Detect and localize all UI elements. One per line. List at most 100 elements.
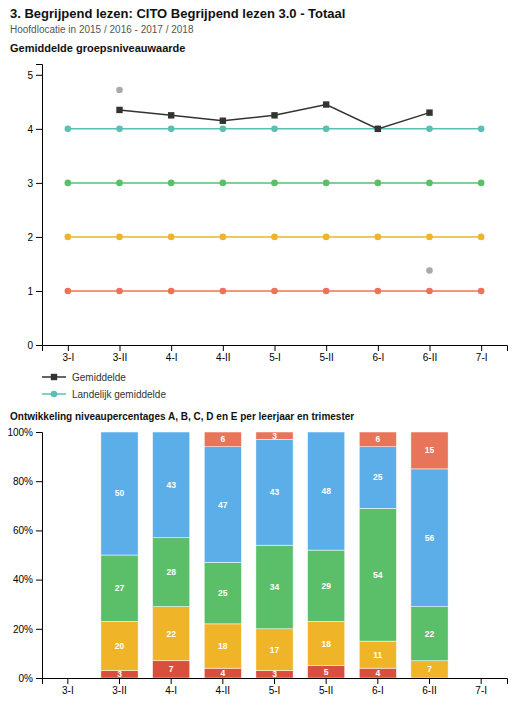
bar-segment (49, 678, 86, 679)
legend-marker (51, 391, 58, 398)
point (271, 180, 278, 187)
y-tick: 60% (13, 525, 42, 536)
point (220, 126, 227, 133)
point (478, 126, 485, 133)
y-axis-line (36, 65, 43, 346)
point (116, 107, 122, 113)
y-axis-line (36, 433, 43, 679)
data-label: 25 (218, 588, 228, 598)
x-tick-label: 5-II (319, 352, 333, 363)
y-tick-mark (36, 129, 42, 130)
x-tick-mark (326, 345, 327, 351)
y-axis: 012345 (27, 65, 42, 351)
x-tick: 3-I (62, 345, 74, 363)
y-tick-label: 3 (27, 178, 33, 189)
bar-segment (204, 447, 241, 563)
data-label: 6 (220, 434, 225, 444)
x-tick-label: 3-I (62, 685, 74, 696)
x-tick-label: 6-II (422, 685, 436, 696)
bar-segment (153, 432, 190, 433)
legend-entry: Landelijk gemiddelde (42, 389, 166, 400)
x-tick-label: 7-I (475, 685, 487, 696)
point (478, 180, 485, 187)
bar-segment (359, 641, 396, 668)
data-label: 47 (218, 500, 228, 510)
point (375, 126, 382, 133)
y-tick-mark (36, 345, 42, 346)
bar-segment (101, 432, 138, 555)
x-tick-mark (429, 678, 430, 684)
data-label: 18 (218, 641, 228, 651)
bar-segment (411, 432, 448, 469)
chart-title: Gemiddelde groepsniveauwaarde (10, 42, 185, 54)
data-label: 3 (272, 669, 277, 679)
data-label: 4 (375, 668, 380, 678)
point (65, 234, 72, 241)
bar-segment (101, 555, 138, 621)
point (323, 234, 330, 241)
x-tick-label: 5-I (269, 352, 281, 363)
data-label: 17 (270, 645, 280, 655)
x-tick-label: 5-I (269, 685, 281, 696)
x-tick-mark (430, 345, 431, 351)
data-labels: 3743542022181718117272825342954225043474… (115, 431, 435, 680)
point (220, 234, 227, 241)
x-tick-label: 7-I (476, 352, 488, 363)
legend-label: Gemiddelde (72, 372, 126, 383)
bar-segment (359, 508, 396, 641)
y-tick-mark (36, 432, 42, 433)
y-tick: 5 (27, 70, 42, 81)
bar-segment (204, 432, 241, 447)
data-label: 43 (166, 480, 176, 490)
x-tick: 7-I (476, 345, 488, 363)
y-tick-mark (36, 237, 42, 238)
y-tick-mark (36, 580, 42, 581)
data-label: 48 (321, 486, 331, 496)
chart-title: Ontwikkeling niveaupercentages A, B, C, … (10, 411, 354, 422)
x-axis: 3-I3-II4-I4-II5-I5-II6-I6-II7-I (43, 345, 508, 363)
x-tick-label: 3-II (112, 685, 126, 696)
x-tick: 7-I (475, 678, 487, 696)
bar-segment (49, 678, 86, 679)
point (116, 87, 123, 94)
data-label: 54 (373, 570, 383, 580)
x-tick: 5-II (319, 345, 333, 363)
x-tick-label: 6-I (372, 685, 384, 696)
point (426, 126, 433, 133)
data-label: 34 (270, 582, 280, 592)
y-tick-label: 20% (13, 624, 33, 635)
x-tick: 3-II (112, 678, 126, 696)
point (375, 234, 382, 241)
subtitle: Hoofdlocatie in 2015 / 2016 - 2017 / 201… (10, 24, 194, 35)
point (271, 234, 278, 241)
y-tick-label: 80% (13, 476, 33, 487)
bar-segment (463, 678, 500, 679)
y-tick: 4 (27, 124, 42, 135)
bar-segment (308, 550, 345, 621)
bar-segment (463, 678, 500, 679)
bar-segment (49, 678, 86, 679)
bar-segment (256, 439, 293, 545)
y-tick-mark (36, 481, 42, 482)
bar-segment (359, 432, 396, 447)
point (65, 180, 72, 187)
x-axis: 3-I3-II4-I4-II5-I5-II6-I6-II7-I (43, 678, 508, 696)
y-tick: 100% (7, 427, 42, 438)
x-tick-mark (275, 345, 276, 351)
y-tick-label: 0% (19, 673, 34, 684)
data-label: 43 (270, 487, 280, 497)
bar-segment (101, 621, 138, 670)
data-label: 22 (166, 629, 176, 639)
point (116, 234, 123, 241)
y-tick-mark (36, 183, 42, 184)
line-chart: Gemiddelde groepsniveauwaarde0123453-I3-… (10, 42, 508, 400)
plot-area (101, 432, 448, 678)
x-tick: 4-I (165, 678, 177, 696)
y-tick-label: 4 (27, 124, 33, 135)
x-tick-label: 4-II (216, 685, 230, 696)
x-tick: 5-I (269, 345, 281, 363)
bar-segment (153, 538, 190, 607)
bar-segment (204, 668, 241, 678)
x-tick-label: 3-I (62, 352, 74, 363)
data-label: 56 (425, 533, 435, 543)
